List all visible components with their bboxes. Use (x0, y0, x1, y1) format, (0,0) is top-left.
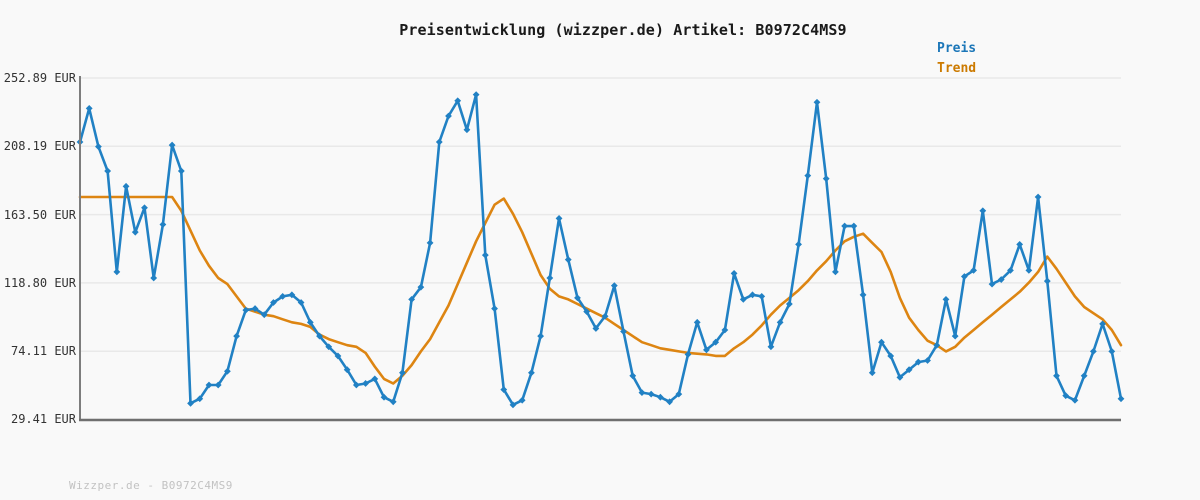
trend-line (78, 195, 1123, 385)
y-tick-label: 29.41 EUR (10, 412, 76, 426)
chart-title: Preisentwicklung (wizzper.de) Artikel: B… (399, 21, 847, 39)
price-trend-line-chart (76, 76, 1125, 422)
y-tick-label: 74.11 EUR (10, 344, 76, 358)
legend-item-trend: Trend (937, 61, 977, 76)
y-tick-label: 163.50 EUR (3, 208, 76, 222)
preis-markers (76, 91, 1125, 409)
watermark-text: Wizzper.de - B0972C4MS9 (69, 479, 233, 492)
y-tick-label: 208.19 EUR (3, 139, 76, 153)
y-tick-label: 118.80 EUR (3, 276, 76, 290)
y-tick-label: 252.89 EUR (3, 71, 76, 85)
preis-line (78, 93, 1123, 407)
chart-legend: Preis Trend (937, 39, 976, 79)
legend-item-preis: Preis (937, 41, 977, 56)
